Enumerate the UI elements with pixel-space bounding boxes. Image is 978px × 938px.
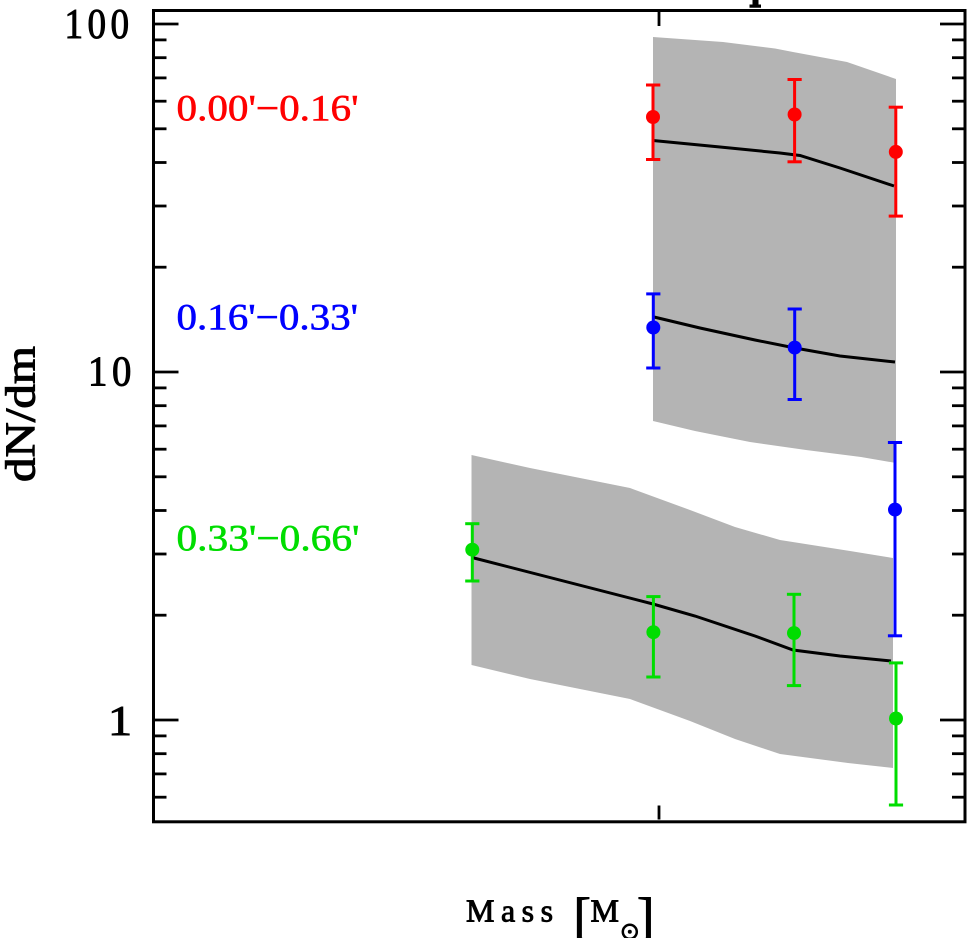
svg-text:Mass: Mass [466, 893, 560, 929]
svg-text:M: M [591, 893, 619, 929]
svg-text:0.00'−0.16': 0.00'−0.16' [177, 89, 359, 130]
svg-text:1: 1 [108, 699, 132, 745]
svg-text:dN/dm: dN/dm [0, 346, 45, 482]
svg-text:0.16'−0.33': 0.16'−0.33' [177, 298, 359, 339]
svg-text:]: ] [637, 889, 654, 938]
svg-text:[: [ [574, 889, 591, 938]
svg-text:10: 10 [88, 350, 136, 396]
svg-text:0.33'−0.66': 0.33'−0.66' [177, 519, 360, 560]
svg-text:100: 100 [65, 2, 134, 48]
